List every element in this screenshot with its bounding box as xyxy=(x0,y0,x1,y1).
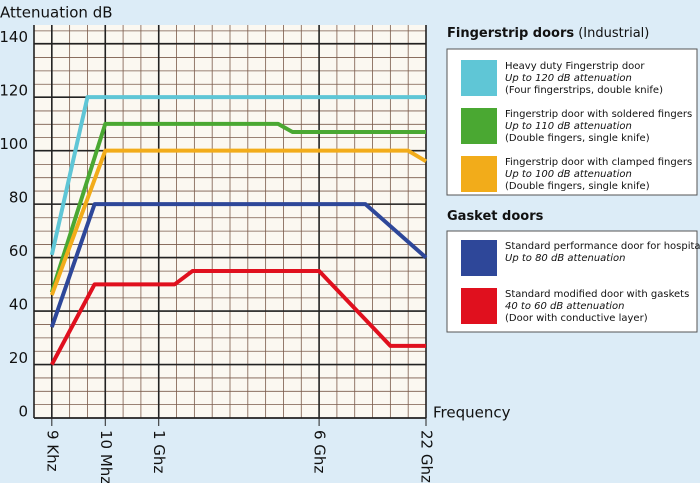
legend-description: Up to 120 dB attenuation xyxy=(505,73,632,84)
y-tick-label: 40 xyxy=(9,296,28,314)
group-title: Gasket doors xyxy=(447,209,544,224)
group-subtitle: (Industrial) xyxy=(578,26,649,41)
legend-swatch xyxy=(461,288,497,324)
legend-label: Fingerstrip door with soldered fingers xyxy=(505,109,692,120)
legend-swatch xyxy=(461,60,497,96)
y-tick-label: 120 xyxy=(0,82,28,100)
x-tick-label: 9 Khz xyxy=(43,430,61,472)
legend-label: Standard modified door with gaskets xyxy=(505,289,689,300)
y-axis-label: Attenuation dB xyxy=(0,4,113,22)
y-tick-label: 0 xyxy=(18,403,28,421)
legend-label: Standard performance door for hospital u… xyxy=(505,241,700,252)
x-tick-label: 1 Ghz xyxy=(150,430,168,473)
x-tick-label: 6 Ghz xyxy=(311,430,329,473)
y-tick-label: 140 xyxy=(0,28,28,46)
legend-description: (Double fingers, single knife) xyxy=(505,133,650,144)
group-title: Fingerstrip doors xyxy=(447,26,574,41)
series-line xyxy=(49,148,428,296)
y-tick-label: 100 xyxy=(0,135,28,153)
legend-description: Up to 100 dB attenuation xyxy=(505,169,632,180)
legend-group-title: Fingerstrip doors (Industrial) xyxy=(447,26,649,41)
legend-description: (Door with conductive layer) xyxy=(505,313,648,324)
legend-swatch xyxy=(461,108,497,144)
legend-description: Up to 80 dB attenuation xyxy=(505,253,625,264)
x-tick-label: 10 Mhz xyxy=(97,430,115,483)
series-line xyxy=(49,121,426,293)
series-line xyxy=(50,268,426,366)
legend-swatch xyxy=(461,156,497,192)
series-line xyxy=(49,95,426,256)
y-tick-label: 20 xyxy=(9,349,28,367)
legend-description: Up to 110 dB attenuation xyxy=(505,121,632,132)
legend-description: 40 to 60 dB attenuation xyxy=(505,301,625,312)
legend-description: (Four fingerstrips, double knife) xyxy=(505,85,663,96)
legend-group-title: Gasket doors xyxy=(447,209,544,224)
y-tick-label: 60 xyxy=(9,242,28,260)
legend-swatch xyxy=(461,240,497,276)
series-line xyxy=(49,202,428,328)
legend-label: Fingerstrip door with clamped fingers xyxy=(505,157,692,168)
x-axis-label: Frequency xyxy=(433,404,511,422)
legend-description: (Double fingers, single knife) xyxy=(505,181,650,192)
x-tick-label: 22 Ghz xyxy=(418,430,436,483)
y-tick-label: 80 xyxy=(9,189,28,207)
legend-label: Heavy duty Fingerstrip door xyxy=(505,61,645,72)
